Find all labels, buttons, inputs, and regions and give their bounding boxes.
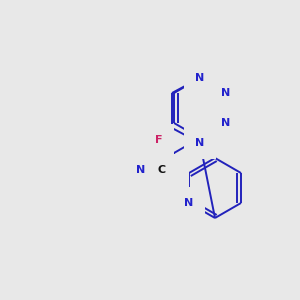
Text: F: F: [152, 155, 159, 165]
Text: N: N: [136, 165, 146, 175]
Text: C: C: [158, 165, 166, 175]
Text: N: N: [195, 73, 205, 83]
Text: N: N: [221, 88, 231, 98]
Text: N: N: [195, 138, 205, 148]
Text: N: N: [184, 198, 194, 208]
Text: F: F: [170, 168, 178, 178]
Text: N: N: [221, 118, 231, 128]
Text: F: F: [155, 135, 162, 145]
